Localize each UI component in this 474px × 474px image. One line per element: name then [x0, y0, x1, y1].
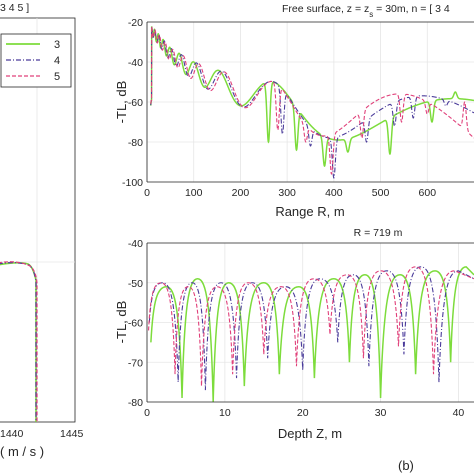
y-tick-label: -80 [128, 137, 143, 149]
bottom-clip-group [148, 266, 474, 402]
bottom-series-3-line [150, 266, 474, 402]
y-tick-label: -80 [128, 397, 143, 409]
y-tick-label: -50 [128, 278, 143, 290]
figure-label: (b) [398, 458, 414, 473]
legend-label-3: 3 [54, 39, 60, 51]
top-series-5-line [150, 26, 474, 175]
top-series-3-line [149, 26, 474, 167]
bottom-tick-labels: 0 10 20 30 40 -40 -50 -60 -70 -80 [128, 238, 465, 419]
x-tick-label: 400 [325, 187, 343, 199]
top-clip-group [149, 26, 474, 179]
left-panel-title: 3 4 5 ] [0, 2, 29, 14]
y-tick-label: -40 [128, 57, 143, 69]
top-y-axis-label: -TL, dB [114, 81, 129, 124]
y-tick-label: -100 [122, 177, 143, 189]
x-tick-label: 500 [372, 187, 390, 199]
top-x-axis-label: Range R, m [275, 204, 344, 219]
legend-label-5: 5 [54, 71, 60, 83]
legend-label-4: 4 [54, 55, 60, 67]
top-tick-labels: 0 100 200 300 400 500 600 -20 -40 -60 -80 -100 [122, 17, 436, 199]
left-x-axis-label: ( m / s ) [0, 444, 44, 459]
bottom-series-5-line [148, 266, 474, 387]
y-tick-label: -20 [128, 17, 143, 29]
y-tick-label: -60 [128, 97, 143, 109]
bottom-x-axis-label: Depth Z, m [278, 426, 342, 441]
top-panel: Free surface, z = zs = 30m, n = [ 3 4 0 1… [114, 3, 474, 219]
top-series-4-line [150, 26, 474, 179]
legend: 3 4 5 [0, 33, 72, 88]
x-tick-label: 200 [232, 187, 250, 199]
bottom-series-group [148, 266, 474, 402]
top-panel-title: Free surface, z = zs = 30m, n = [ 3 4 [282, 3, 450, 19]
x-tick-label: 300 [278, 187, 296, 199]
bottom-panel: R = 719 m 0 10 20 30 40 -40 -50 -60 -70 -80 Depth… [114, 227, 474, 441]
left-series-5-line [0, 261, 38, 422]
left-panel: 3 4 5 ] 3 4 5 1440 1445 ( m / s ) [0, 2, 84, 459]
x-tick-label: 100 [185, 187, 203, 199]
bottom-series-4-line [148, 266, 474, 391]
bottom-y-axis-label: -TL, dB [114, 301, 129, 344]
x-tick-label: 40 [453, 407, 465, 419]
top-series-group [149, 26, 474, 179]
left-x-tick-label: 1445 [60, 428, 84, 440]
left-x-tick-label: 1440 [0, 428, 24, 440]
x-tick-label: 30 [375, 407, 387, 419]
x-tick-label: 0 [144, 407, 150, 419]
y-tick-label: -70 [128, 357, 143, 369]
y-tick-label: -60 [128, 318, 143, 330]
x-tick-label: 600 [419, 187, 437, 199]
y-tick-label: -40 [128, 238, 143, 250]
x-tick-label: 0 [144, 187, 150, 199]
bottom-panel-title: R = 719 m [354, 227, 403, 239]
x-tick-label: 10 [219, 407, 231, 419]
x-tick-label: 20 [297, 407, 309, 419]
